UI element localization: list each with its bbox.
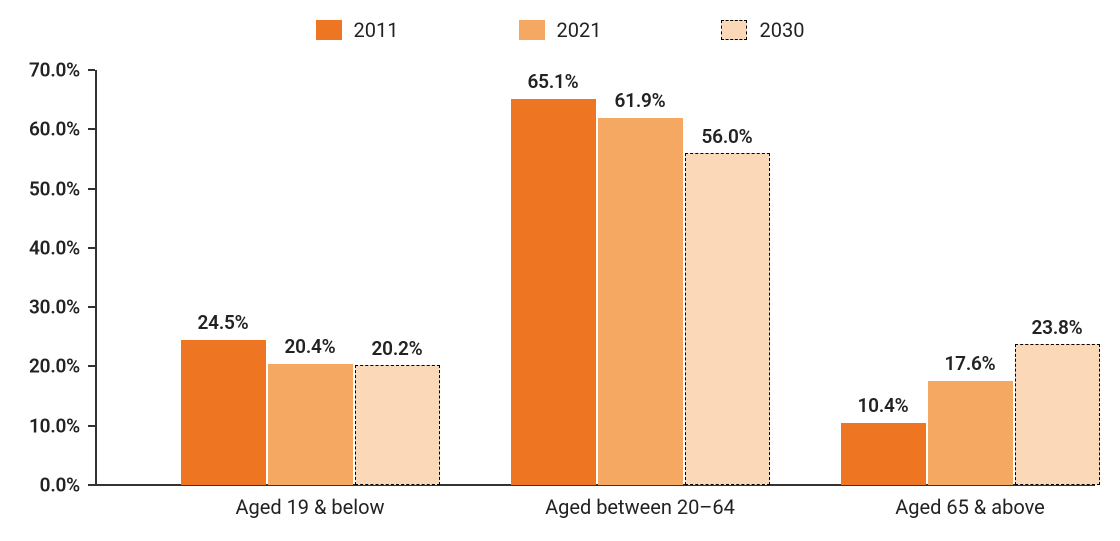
legend-label: 2021 [557, 18, 602, 42]
bar-value-label: 24.5% [198, 311, 249, 334]
bar-2021: 61.9% [598, 118, 683, 485]
legend-swatch-2021 [519, 20, 545, 40]
bar-value-label: 61.9% [615, 89, 666, 112]
bar-2030: 23.8% [1015, 344, 1100, 485]
y-tick-label: 0.0% [40, 474, 80, 497]
bar-value-label: 20.4% [285, 335, 336, 358]
bar-value-label: 23.8% [1032, 316, 1083, 339]
plot-area: 24.5% 20.4% 20.2% 65.1% 61.9% 56.0% [95, 70, 1095, 485]
y-tick-mark [88, 306, 95, 308]
bar-2011: 24.5% [181, 340, 266, 485]
bar-value-label: 17.6% [945, 352, 996, 375]
chart-container: 2011 2021 2030 70.0% 60.0% 50.0% 40.0% 3… [0, 0, 1120, 541]
legend-item-2021: 2021 [519, 18, 602, 42]
bar-2021: 17.6% [928, 381, 1013, 485]
legend-item-2030: 2030 [721, 18, 804, 42]
bar-group-0: 24.5% 20.4% 20.2% [181, 340, 440, 485]
y-tick-mark [88, 365, 95, 367]
x-axis-labels: Aged 19 & below Aged between 20–64 Aged … [95, 495, 1095, 535]
x-category-label: Aged 19 & below [235, 495, 384, 519]
bar-2011: 10.4% [841, 423, 926, 485]
y-tick-mark [88, 247, 95, 249]
legend: 2011 2021 2030 [0, 18, 1120, 42]
bar-group-2: 10.4% 17.6% 23.8% [841, 344, 1100, 485]
y-tick-label: 70.0% [29, 59, 80, 82]
y-tick-mark [88, 425, 95, 427]
bar-value-label: 20.2% [372, 337, 423, 360]
bar-2030: 20.2% [355, 365, 440, 485]
y-tick-label: 60.0% [29, 118, 80, 141]
y-tick-label: 50.0% [29, 177, 80, 200]
bar-2021: 20.4% [268, 364, 353, 485]
bar-value-label: 65.1% [528, 70, 579, 93]
y-tick-mark [88, 128, 95, 130]
y-tick-mark [88, 188, 95, 190]
y-tick-mark [88, 484, 95, 486]
y-tick-label: 20.0% [29, 355, 80, 378]
y-tick-mark [88, 69, 95, 71]
y-tick-label: 30.0% [29, 296, 80, 319]
x-category-label: Aged between 20–64 [545, 495, 735, 519]
bar-value-label: 10.4% [858, 394, 909, 417]
bar-group-1: 65.1% 61.9% 56.0% [511, 99, 770, 485]
bar-2011: 65.1% [511, 99, 596, 485]
legend-swatch-2011 [316, 20, 342, 40]
y-tick-label: 10.0% [29, 414, 80, 437]
legend-label: 2011 [354, 18, 399, 42]
x-category-label: Aged 65 & above [895, 495, 1045, 519]
legend-swatch-2030 [721, 20, 747, 40]
bar-2030: 56.0% [685, 153, 770, 485]
y-axis-labels: 70.0% 60.0% 50.0% 40.0% 30.0% 20.0% 10.0… [0, 70, 90, 485]
y-tick-label: 40.0% [29, 236, 80, 259]
legend-item-2011: 2011 [316, 18, 399, 42]
bar-value-label: 56.0% [702, 125, 753, 148]
legend-label: 2030 [759, 18, 804, 42]
